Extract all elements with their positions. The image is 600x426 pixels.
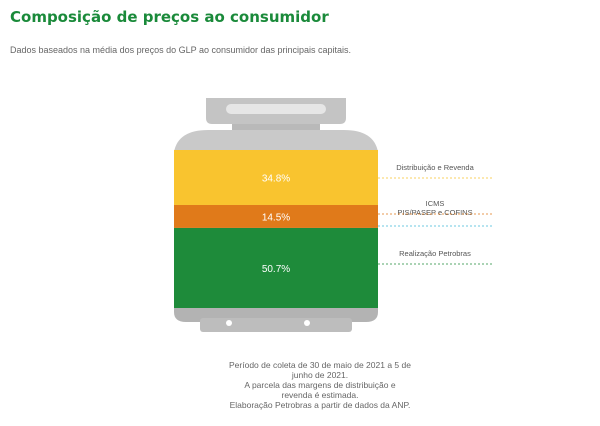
cylinder-base-hole-right: [304, 320, 310, 326]
callout-label: Realização Petrobras: [399, 249, 471, 258]
cylinder-handle-slot: [226, 104, 326, 114]
footnote-line: revenda é estimada.: [281, 390, 359, 400]
footnote-line: Elaboração Petrobras a partir de dados d…: [229, 400, 411, 410]
segment-value-label: 50.7%: [262, 264, 290, 275]
segment-2: [174, 150, 378, 205]
page-title: Composição de preços ao consumidor: [10, 8, 329, 26]
footnote: Período de coleta de 30 de maio de 2021 …: [210, 360, 430, 410]
callout-label: ICMS: [426, 199, 445, 208]
footnote-line: A parcela das margens de distribuição e: [244, 380, 396, 390]
segment-0: [174, 227, 378, 308]
cylinder-shoulder: [174, 130, 378, 152]
footnote-line: Período de coleta de 30 de maio de 2021 …: [229, 360, 411, 370]
stacked-segments: 50.7% 14.5% 34.8%: [174, 150, 378, 308]
segment-value-label: 34.8%: [262, 173, 290, 184]
cylinder-base-hole-left: [226, 320, 232, 326]
segment-1: [174, 204, 378, 228]
segment-value-label: 14.5%: [262, 212, 290, 223]
footnote-line: junho de 2021.: [291, 370, 349, 380]
page-subtitle: Dados baseados na média dos preços do GL…: [10, 45, 352, 55]
cylinder-base: [200, 318, 352, 332]
cylinder-neck: [232, 124, 320, 130]
callout-label: Distribuição e Revenda: [396, 163, 474, 172]
callout-label: PIS/PASEP e COFINS: [397, 208, 472, 217]
